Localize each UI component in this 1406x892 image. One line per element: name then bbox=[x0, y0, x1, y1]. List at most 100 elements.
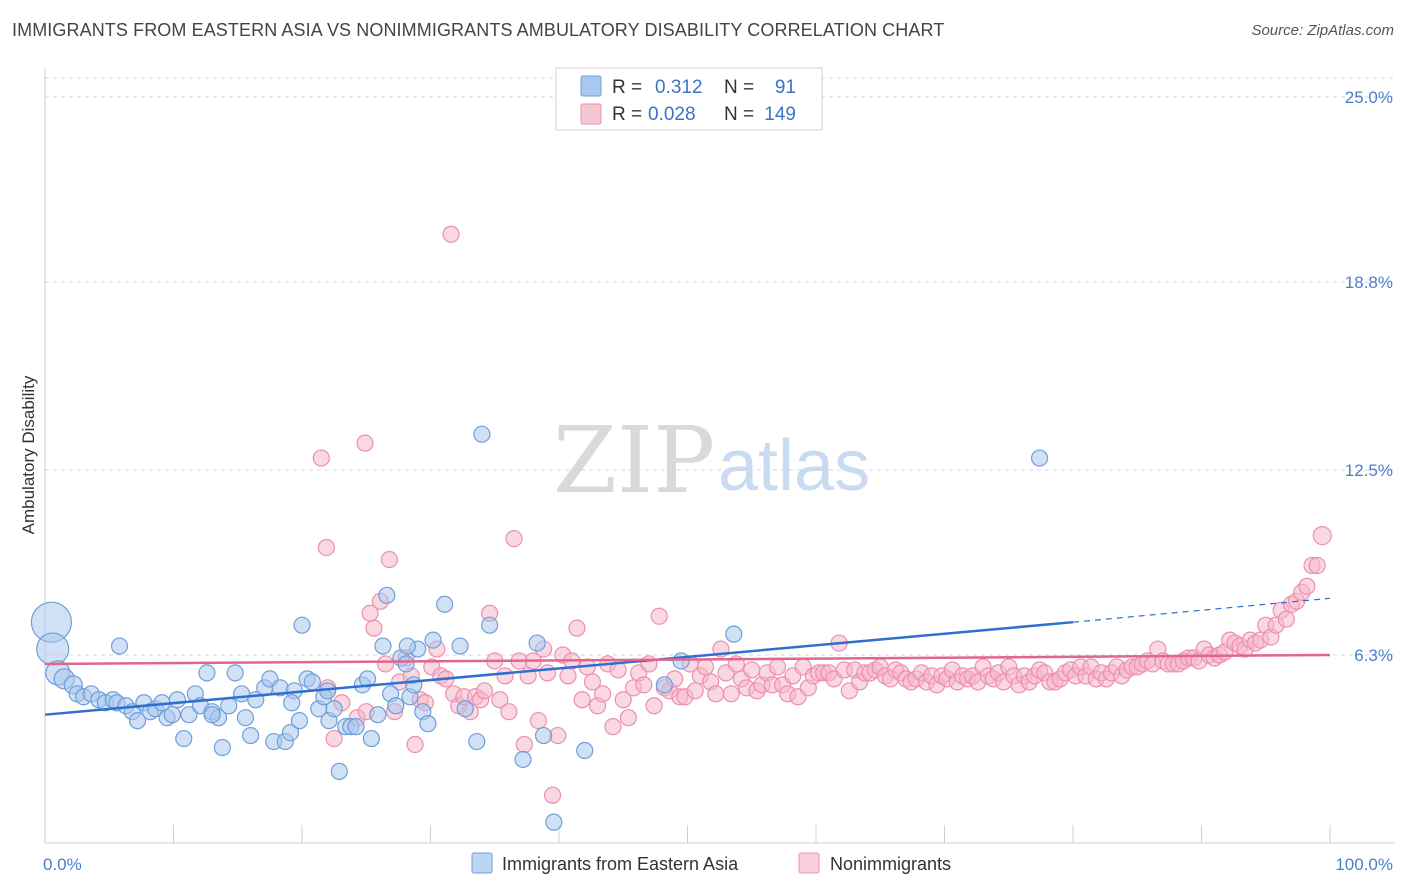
nonimmigrants-point-42 bbox=[529, 712, 548, 730]
immigrants-point-61 bbox=[362, 729, 380, 748]
watermark-atlas: atlas bbox=[718, 426, 870, 506]
legend-r-value-blue: 0.312 bbox=[655, 77, 703, 98]
immigrants-point-83 bbox=[528, 634, 546, 652]
nonimmigrants-point-44 bbox=[538, 664, 557, 682]
immigrants-point-63 bbox=[374, 637, 392, 655]
immigrants-point-64 bbox=[378, 586, 396, 604]
immigrants-point-46 bbox=[283, 694, 301, 712]
x-tick-label-max: 100.0% bbox=[1335, 855, 1393, 874]
nonimmigrants-point-37 bbox=[505, 530, 523, 548]
immigrants-point-55 bbox=[330, 762, 348, 780]
immigrants-point-72 bbox=[398, 637, 416, 655]
y-tick-label-0: 6.3% bbox=[1354, 646, 1393, 665]
x-tick-labels: 0.0% 100.0% bbox=[43, 855, 1393, 874]
nonimmigrants-point-12 bbox=[380, 550, 398, 569]
nonimmigrants-point-57 bbox=[604, 718, 622, 736]
immigrants-point-45 bbox=[290, 712, 309, 730]
immigrants-point-1 bbox=[36, 632, 70, 666]
immigrants-point-89 bbox=[725, 625, 743, 643]
nonimmigrants-point-11 bbox=[376, 655, 395, 673]
immigrants-point-80 bbox=[473, 425, 491, 443]
bottom-legend-swatch-pink bbox=[798, 852, 820, 874]
immigrants-point-86 bbox=[576, 741, 594, 760]
nonimmigrants-point-75 bbox=[696, 658, 715, 676]
nonimmigrants-point-55 bbox=[594, 685, 612, 703]
immigrants-point-88 bbox=[672, 652, 690, 670]
immigrants-point-27 bbox=[198, 664, 216, 682]
legend-r-label-pink: R = bbox=[612, 104, 642, 125]
immigrants-point-74 bbox=[419, 715, 437, 733]
x-tick-label-min: 0.0% bbox=[43, 855, 82, 874]
nonimmigrants-points bbox=[312, 225, 1332, 804]
immigrants-point-49 bbox=[303, 673, 321, 691]
nonimmigrants-point-64 bbox=[640, 655, 658, 673]
immigrants-point-30 bbox=[203, 706, 221, 724]
nonimmigrants-point-195 bbox=[1312, 526, 1332, 546]
immigrants-point-43 bbox=[281, 723, 300, 742]
immigrants-point-85 bbox=[545, 813, 563, 831]
immigrants-point-58 bbox=[347, 718, 365, 736]
watermark: ZIP atlas bbox=[553, 407, 870, 514]
watermark-zip: ZIP bbox=[553, 407, 715, 514]
nonimmigrants-point-36 bbox=[500, 703, 518, 721]
nonimmigrants-point-77 bbox=[707, 685, 725, 703]
trend-lines bbox=[44, 597, 1331, 716]
immigrants-point-81 bbox=[481, 616, 499, 634]
legend-n-value-blue: 91 bbox=[775, 77, 796, 98]
axes bbox=[44, 68, 1395, 844]
immigrants-points bbox=[30, 425, 1049, 831]
immigrants-point-79 bbox=[468, 732, 486, 751]
immigrants-point-24 bbox=[180, 706, 198, 724]
nonimmigrants-point-59 bbox=[614, 691, 632, 709]
nonimmigrants-point-34 bbox=[491, 691, 509, 709]
bottom-legend-label-pink: Nonimmigrants bbox=[830, 854, 951, 874]
nonimmigrants-point-1 bbox=[317, 538, 336, 557]
y-tick-label-2: 18.8% bbox=[1345, 273, 1393, 292]
immigrants-point-31 bbox=[213, 738, 231, 757]
immigrants-point-62 bbox=[369, 706, 387, 724]
nonimmigrants-point-31 bbox=[475, 682, 494, 700]
gridlines bbox=[45, 77, 1395, 656]
immigrants-point-75 bbox=[424, 631, 442, 649]
immigrants-point-22 bbox=[168, 691, 186, 709]
nonimmigrants-point-9 bbox=[365, 619, 383, 637]
nonimmigrants-point-60 bbox=[619, 709, 637, 727]
nonimmigrants-point-73 bbox=[686, 682, 704, 700]
immigrants-point-15 bbox=[128, 712, 147, 730]
immigrants-point-77 bbox=[451, 637, 469, 655]
source-credit: Source: ZipAtlas.com bbox=[1251, 22, 1394, 39]
immigrants-point-21 bbox=[163, 706, 181, 724]
nonimmigrants-point-80 bbox=[722, 685, 740, 703]
bottom-legend-label-blue: Immigrants from Eastern Asia bbox=[502, 854, 739, 874]
legend-swatch-pink bbox=[580, 103, 602, 125]
nonimmigrants-point-63 bbox=[635, 676, 653, 694]
nonimmigrants-point-0 bbox=[312, 449, 330, 467]
nonimmigrants-point-53 bbox=[583, 673, 602, 691]
nonimmigrants-point-39 bbox=[515, 735, 533, 754]
nonimmigrants-point-51 bbox=[573, 691, 591, 709]
immigrants-point-66 bbox=[387, 697, 405, 715]
immigrants-point-11 bbox=[110, 637, 129, 655]
immigrants-point-32 bbox=[220, 697, 238, 715]
y-tick-label-3: 25.0% bbox=[1345, 88, 1393, 107]
nonimmigrants-point-192 bbox=[1298, 577, 1316, 595]
nonimmigrants-point-45 bbox=[543, 786, 562, 804]
nonimmigrants-trend-line bbox=[44, 653, 1331, 666]
immigrants-point-33 bbox=[226, 664, 244, 682]
legend-n-label-pink: N = bbox=[724, 104, 754, 125]
immigrants-point-78 bbox=[456, 700, 474, 718]
legend-n-value-pink: 149 bbox=[764, 104, 796, 125]
legend-r-label-blue: R = bbox=[612, 77, 642, 98]
immigrants-point-23 bbox=[175, 729, 193, 748]
immigrants-point-68 bbox=[397, 655, 415, 673]
legend-n-label-blue: N = bbox=[724, 77, 754, 98]
y-tick-labels: 6.3% 12.5% 18.8% 25.0% bbox=[1345, 88, 1393, 665]
nonimmigrants-point-194 bbox=[1308, 556, 1326, 575]
nonimmigrants-point-89 bbox=[768, 658, 787, 676]
y-tick-label-1: 12.5% bbox=[1345, 461, 1393, 480]
immigrants-point-87 bbox=[655, 676, 673, 694]
nonimmigrants-point-84 bbox=[743, 661, 761, 679]
nonimmigrants-point-50 bbox=[568, 619, 586, 637]
legend-swatch-blue bbox=[580, 75, 602, 97]
